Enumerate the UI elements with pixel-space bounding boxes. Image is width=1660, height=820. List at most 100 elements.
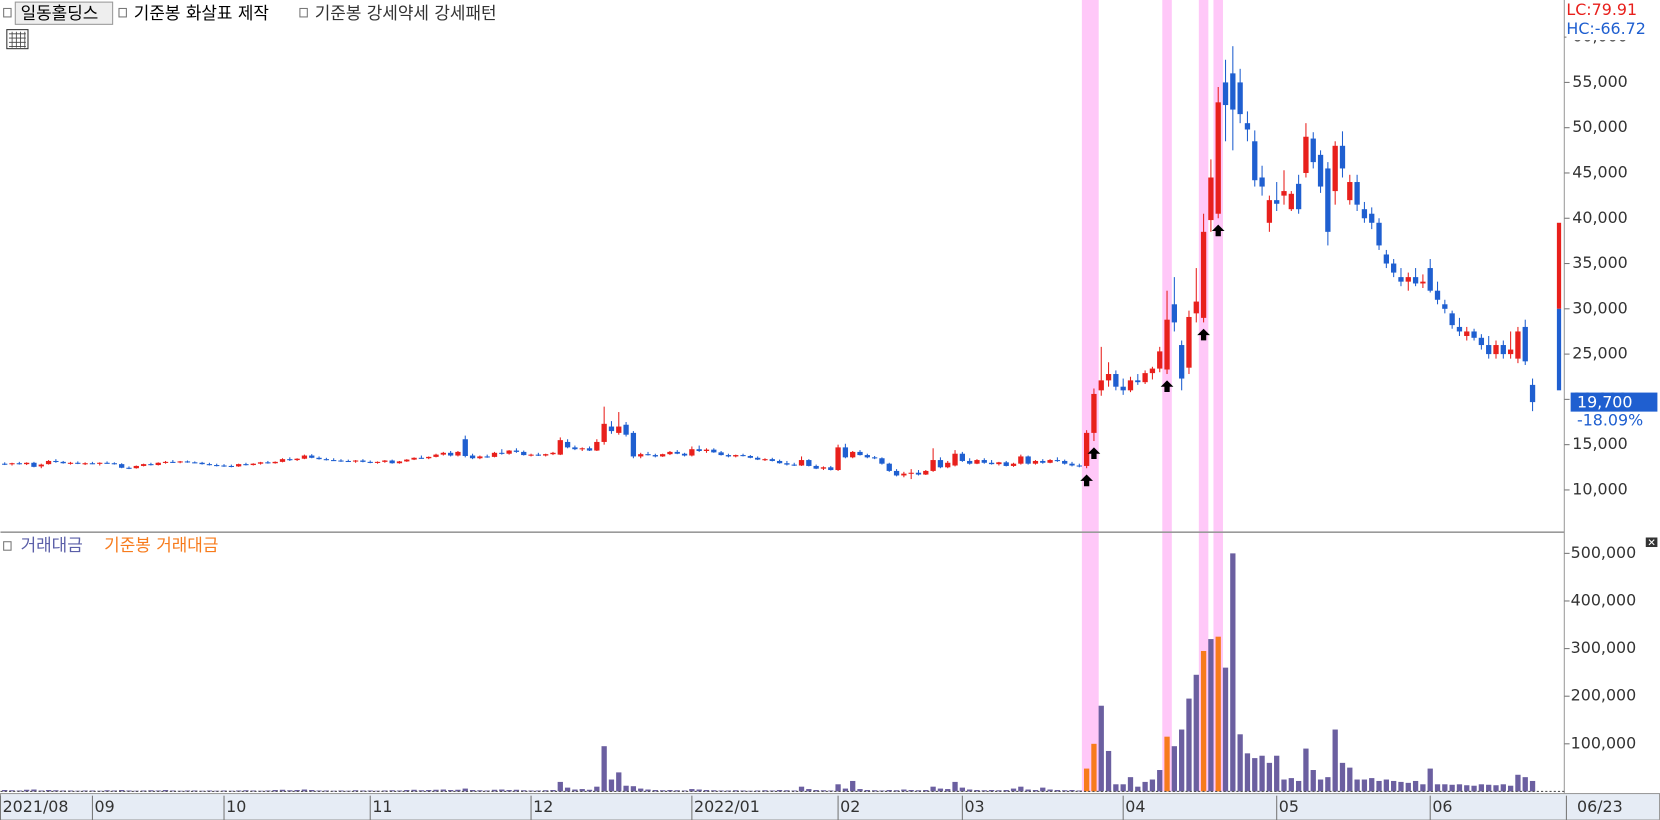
volume-bar <box>1230 553 1236 792</box>
candle-body <box>755 457 761 460</box>
indicator-name[interactable]: 기준봉 강세약세 강세패턴 <box>315 3 497 23</box>
volume-bar <box>294 790 300 792</box>
symbol-button[interactable] <box>14 1 114 25</box>
candle-body <box>1215 102 1221 214</box>
candle-body <box>696 449 702 452</box>
volume-bar <box>776 790 783 792</box>
candle-body <box>1157 351 1163 369</box>
candle-body <box>469 455 476 459</box>
volume-bar <box>1105 750 1112 792</box>
volume-bar <box>667 790 673 792</box>
legend-marker <box>3 7 12 18</box>
candle-body <box>659 454 666 457</box>
x-tick-label: 11 <box>372 797 392 816</box>
candle-body <box>331 460 337 462</box>
volume-bar <box>798 786 805 792</box>
reference-band <box>1081 0 1092 792</box>
volume-bar <box>60 790 66 792</box>
volume-bar <box>447 790 454 792</box>
indicator-name[interactable]: 기준봉 화살표 제작 <box>134 3 269 23</box>
candle-body <box>491 452 498 457</box>
close-x <box>1648 539 1655 546</box>
volume-bar <box>162 790 169 792</box>
volume-bar <box>426 790 432 792</box>
volume-bar <box>1098 705 1104 792</box>
reference-arrow <box>1080 474 1093 487</box>
volume-bar <box>630 786 637 792</box>
y-tick-label: 15,000 <box>1572 434 1628 453</box>
candle-body <box>1347 182 1353 201</box>
volume-bar <box>806 789 812 792</box>
candle-body <box>192 462 198 464</box>
candle-body <box>1230 73 1236 110</box>
candle-body <box>235 464 242 467</box>
price-tag <box>1570 392 1658 412</box>
volume-bar <box>170 790 176 792</box>
candle-body <box>886 463 892 471</box>
volume-bar <box>1398 781 1404 792</box>
volume-bar <box>974 790 980 792</box>
volume-bar <box>1127 777 1134 792</box>
candle-body <box>828 467 834 471</box>
table-icon[interactable] <box>6 29 29 50</box>
candle-body <box>360 460 366 462</box>
volume-bar <box>696 789 702 792</box>
volume-bar <box>762 790 768 792</box>
x-tick-label: 2021/08 <box>3 797 69 816</box>
candle-body <box>462 439 468 456</box>
volume-bar <box>119 790 125 792</box>
volume-bar <box>937 788 944 792</box>
candle-body <box>1105 374 1112 381</box>
volume-bar <box>53 790 59 792</box>
volume-bar <box>89 790 96 792</box>
candle-body <box>16 463 22 465</box>
candle-body <box>382 460 388 462</box>
candle-body <box>681 453 688 456</box>
volume-bar <box>301 789 308 792</box>
candle-body <box>1317 154 1324 187</box>
close-button[interactable] <box>1645 537 1658 548</box>
candle-body <box>221 465 227 467</box>
candle-body <box>250 463 256 466</box>
candle-body <box>1288 193 1294 210</box>
candle-body <box>1054 460 1061 462</box>
volume-bar <box>1054 790 1061 792</box>
volume-bar <box>674 790 680 792</box>
reference-band <box>1198 0 1209 792</box>
volume-bar <box>1149 779 1156 792</box>
volume-bar <box>952 781 958 792</box>
volume-bar <box>491 789 498 792</box>
volume-bar <box>360 790 366 792</box>
volume-bar <box>1383 779 1389 792</box>
candle-body <box>784 463 790 465</box>
candle-body <box>9 463 15 465</box>
volume-bar <box>1018 786 1024 792</box>
range-bar-lower <box>1556 308 1562 391</box>
volume-bar <box>813 790 819 792</box>
volume-bar <box>1186 698 1192 792</box>
volume-bar <box>1500 784 1506 792</box>
reference-arrow <box>1211 224 1225 237</box>
change-label: -18.09% <box>1577 411 1643 430</box>
y-tick-label: 10,000 <box>1572 479 1628 498</box>
candle-body <box>952 453 958 466</box>
candle-body <box>1464 331 1470 336</box>
x-tick-label: 10 <box>226 797 246 816</box>
volume-bar <box>45 790 52 792</box>
candle-body <box>674 451 680 454</box>
candle-body <box>1310 138 1316 163</box>
x-axis-bar <box>0 793 1660 820</box>
volume-bar <box>140 790 147 792</box>
volume-bar <box>1222 667 1229 792</box>
volume-bar <box>755 790 761 792</box>
volume-bar <box>477 790 483 792</box>
volume-bar <box>901 789 907 792</box>
symbol-name[interactable]: 일동홀딩스 <box>21 3 99 23</box>
volume-bar <box>857 789 863 792</box>
candle-body <box>1303 136 1309 173</box>
candle-body <box>228 465 234 468</box>
lc-label: LC:79.91 <box>1566 0 1637 19</box>
candle-body <box>769 459 775 461</box>
candle-body <box>352 460 359 462</box>
